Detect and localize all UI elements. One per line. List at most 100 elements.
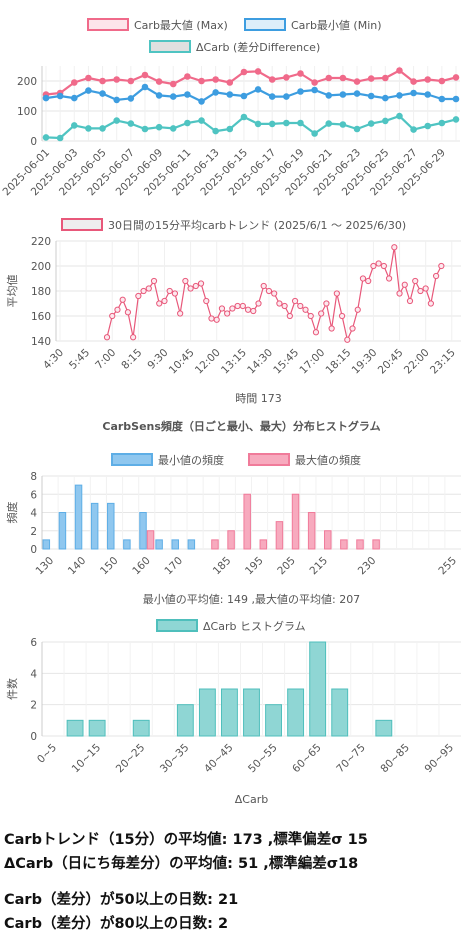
delta-carb-histogram: ΔCarb ヒストグラム 0 2 4 6 0~5 10~15 20~25 30~35 40~45 5… [6, 619, 461, 806]
chart4-bar [375, 719, 393, 737]
legend-min-freq-label: 最小値の頻度 [158, 453, 224, 467]
legend-min-swatch [244, 18, 286, 31]
chart2-point [171, 290, 179, 297]
chart1-point-2 [283, 119, 290, 127]
chart2-point [302, 306, 309, 313]
chart1-point-2 [169, 125, 177, 132]
chart1-point-2 [311, 130, 318, 137]
chart2-point [145, 285, 152, 292]
chart3-x-tick-label: 150 [98, 555, 121, 578]
chart3-bar-max [227, 530, 235, 550]
chart1-point-2 [99, 125, 106, 132]
chart2-point [130, 334, 137, 341]
chart3-x-tick-label: 140 [66, 555, 89, 578]
chart4-bar [265, 704, 282, 737]
chart2-point [234, 302, 241, 310]
chart2-point [161, 297, 168, 305]
chart3-y-tick-label: 4 [30, 508, 37, 520]
chart2-point [401, 281, 408, 288]
chart3-bar-min [107, 502, 115, 550]
chart2-point [213, 316, 220, 323]
chart3-bar-min [42, 539, 51, 550]
chart2-point [260, 282, 267, 290]
chart3-bar-max [275, 521, 284, 550]
chart4-y-tick-label: 4 [30, 668, 37, 680]
chart2-point [182, 277, 189, 285]
chart2-point [271, 290, 278, 297]
legend-max-freq-swatch [248, 453, 290, 466]
chart1-point-2 [226, 125, 234, 133]
chart1-point-0 [367, 75, 375, 82]
chart4-bar [287, 688, 305, 737]
chart4-bar [88, 719, 106, 737]
chart4-x-tick-label: 30~35 [158, 742, 192, 776]
chart1-point-0 [424, 76, 432, 83]
chart2-point [359, 275, 367, 282]
chart1-point-2 [184, 119, 191, 127]
chart2-x-tick-label: 7:00 [93, 347, 118, 372]
chart1-point-2 [42, 134, 50, 141]
chart1-point-2 [113, 117, 120, 124]
chart1-point-1 [297, 88, 304, 95]
chart3-x-tick-label: 195 [243, 555, 266, 578]
chart1-point-0 [85, 74, 92, 82]
chart2-point [229, 305, 236, 312]
chart1-point-0 [396, 67, 403, 74]
chart1-point-0 [70, 79, 78, 86]
chart3-bar-min [123, 539, 131, 550]
chart3-bar-max [146, 530, 155, 550]
chart2-point [265, 287, 273, 295]
chart1-point-1 [438, 95, 446, 103]
legend-delta-swatch [149, 40, 191, 53]
chart2-point [375, 260, 382, 267]
chart1-point-2 [339, 121, 347, 128]
trend-line-chart: 30日間の15分平均carbトレンド (2025/6/1 〜 2025/6/30… [6, 218, 461, 405]
chart1-y-tick-label: 200 [17, 76, 37, 88]
chart3-x-axis-title: 最小値の平均値: 149 ,最大値の平均値: 207 [143, 592, 360, 606]
chart2-point [114, 306, 121, 313]
chart2-point [239, 302, 246, 310]
chart3-y-tick-label: 6 [30, 489, 37, 501]
legend-min-freq-swatch [111, 453, 153, 466]
chart4-bar [331, 688, 349, 737]
chart2-point [370, 262, 377, 270]
chart2-x-tick-label: 10:45 [167, 347, 197, 377]
chart2-x-tick-label: 19:30 [350, 347, 380, 377]
chart1-point-2 [268, 120, 276, 128]
chart1-point-1 [42, 94, 50, 102]
chart1-point-1 [56, 92, 64, 100]
chart2-x-tick-label: 13:15 [219, 347, 249, 377]
chart2-x-tick-label: 5:45 [67, 347, 92, 372]
chart1-point-0 [127, 77, 135, 85]
chart2-point [328, 325, 335, 332]
chart1-point-2 [424, 122, 432, 130]
chart1-point-0 [155, 78, 163, 85]
chart2-point [406, 297, 414, 305]
chart2-point [244, 306, 252, 313]
chart3-x-tick-label: 230 [356, 555, 379, 578]
chart1-point-0 [339, 74, 347, 82]
chart2-point [250, 307, 257, 315]
chart2-point [135, 292, 142, 300]
chart2-point [349, 325, 356, 332]
chart1-point-2 [452, 116, 460, 123]
chart1-point-2 [396, 112, 403, 120]
chart1-point-1 [240, 92, 248, 100]
chart2-point [396, 290, 403, 297]
chart2-point [203, 297, 210, 305]
legend-trend-swatch [61, 218, 103, 231]
chart1-point-2 [155, 123, 163, 131]
chart3-bar-max [372, 539, 380, 550]
chart4-x-tick-label: 70~75 [334, 742, 368, 776]
chart3-bar-min [155, 539, 163, 550]
chart1-point-2 [410, 126, 417, 133]
chart4-bar [66, 719, 84, 737]
chart3-bar-min [139, 512, 147, 550]
chart2-point [297, 302, 304, 310]
chart3-bar-max [243, 493, 251, 550]
daily-carb-line-chart: Carb最大値 (Max) Carb最小値 (Min) ΔCarb (差分Diffe… [0, 18, 460, 198]
chart1-point-1 [127, 95, 135, 102]
chart2-point [438, 262, 445, 270]
chart4-bar [309, 641, 327, 737]
chart2-point [109, 312, 116, 320]
